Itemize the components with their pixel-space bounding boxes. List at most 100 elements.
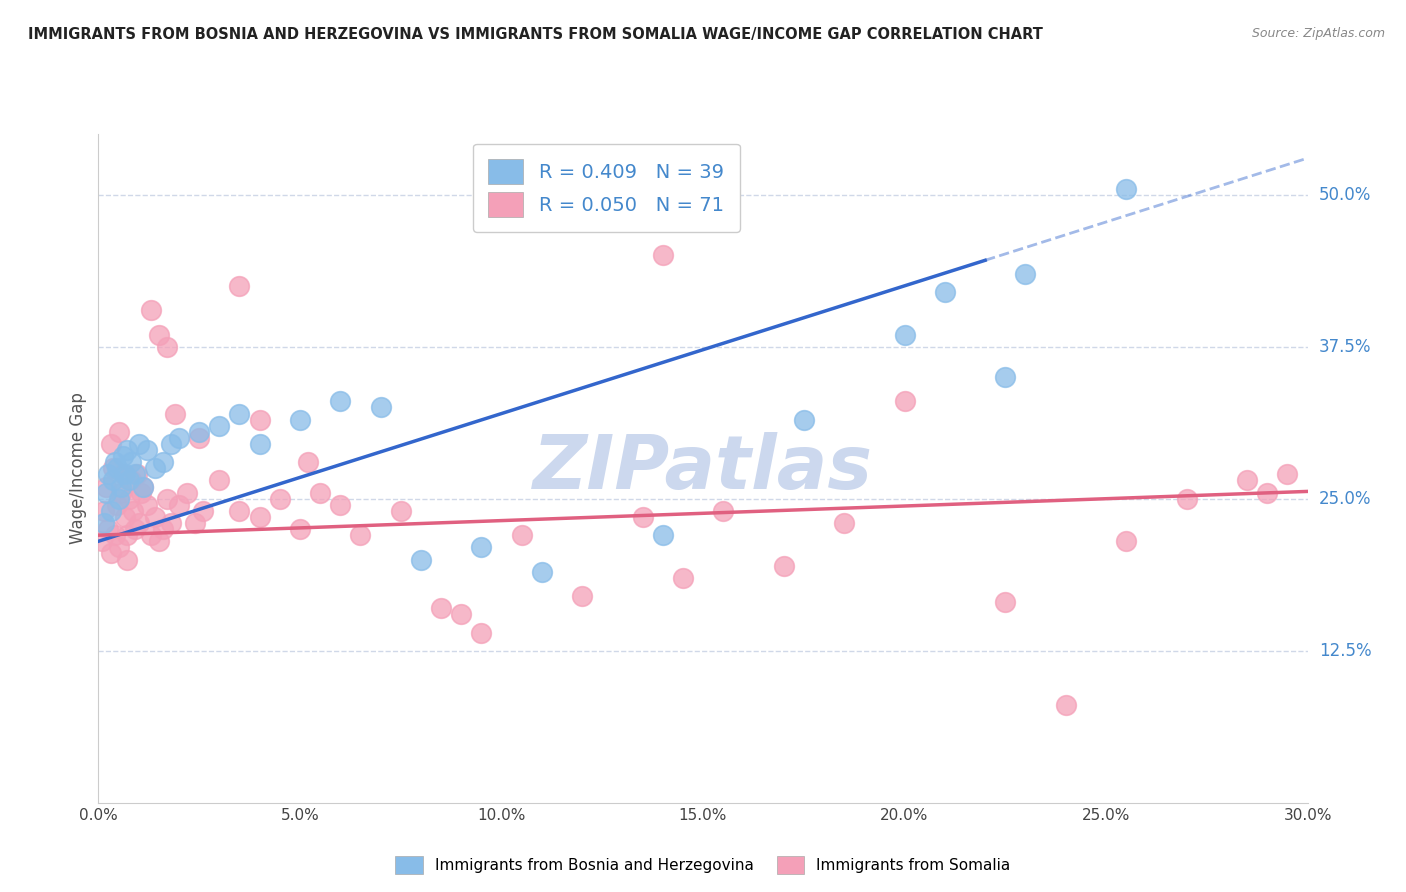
Point [97,467,120,482]
Point [93,516,115,530]
Point [832,516,855,530]
Point [143,510,166,524]
Point [97,522,120,536]
Point [309,485,332,500]
Text: ZIPatlas: ZIPatlas [533,432,873,505]
Point [160,437,183,451]
Point [389,504,412,518]
Point [110,479,132,493]
Point [132,479,155,493]
Text: Source: ZipAtlas.com: Source: ZipAtlas.com [1251,27,1385,40]
Point [349,528,371,542]
Point [118,491,141,506]
Point [101,474,124,488]
Point [651,248,673,262]
Point [994,370,1017,384]
Point [115,443,138,458]
Point [370,401,392,415]
Point [139,528,162,542]
Point [297,455,319,469]
Point [115,528,138,542]
Point [100,546,122,560]
Point [450,607,472,622]
Point [110,485,132,500]
Point [156,340,179,354]
Point [793,412,815,426]
Point [1175,491,1198,506]
Point [470,625,492,640]
Text: 37.5%: 37.5% [1319,338,1371,356]
Point [1236,474,1258,488]
Point [107,541,129,555]
Point [124,467,146,482]
Point [107,425,129,439]
Point [208,474,231,488]
Point [128,516,150,530]
Point [893,327,915,342]
Legend: R = 0.409   N = 39, R = 0.050   N = 71: R = 0.409 N = 39, R = 0.050 N = 71 [472,144,740,233]
Point [152,455,174,469]
Point [208,418,231,433]
Point [124,522,146,536]
Point [772,558,794,573]
Point [167,498,190,512]
Point [148,534,170,549]
Text: 25.0%: 25.0% [1319,490,1371,508]
Point [994,595,1017,609]
Point [120,474,142,488]
Point [118,474,141,488]
Point [510,528,533,542]
Point [121,504,143,518]
Y-axis label: Wage/Income Gap: Wage/Income Gap [69,392,87,544]
Point [329,394,352,409]
Point [101,461,124,475]
Point [103,455,125,469]
Point [103,528,125,542]
Point [160,516,183,530]
Point [1256,485,1278,500]
Point [148,327,170,342]
Point [91,534,114,549]
Point [139,303,162,318]
Point [152,522,174,536]
Point [288,412,311,426]
Point [228,504,250,518]
Point [1014,267,1036,281]
Point [430,601,453,615]
Point [143,461,166,475]
Point [163,407,186,421]
Point [125,467,148,482]
Point [105,461,128,475]
Point [571,589,593,603]
Point [711,504,734,518]
Point [249,437,271,451]
Point [530,565,553,579]
Point [96,485,118,500]
Point [228,407,250,421]
Point [672,571,695,585]
Point [934,285,956,299]
Text: IMMIGRANTS FROM BOSNIA AND HERZEGOVINA VS IMMIGRANTS FROM SOMALIA WAGE/INCOME GA: IMMIGRANTS FROM BOSNIA AND HERZEGOVINA V… [28,27,1043,42]
Text: 12.5%: 12.5% [1319,641,1371,660]
Point [269,491,291,506]
Point [107,491,129,506]
Point [93,504,115,518]
Point [188,431,211,445]
Point [188,425,211,439]
Point [115,552,138,566]
Point [329,498,352,512]
Point [132,479,155,493]
Point [651,528,673,542]
Point [249,412,271,426]
Point [1115,534,1137,549]
Text: 50.0%: 50.0% [1319,186,1371,203]
Point [176,485,198,500]
Point [135,498,157,512]
Point [135,443,157,458]
Point [409,552,432,566]
Point [228,278,250,293]
Point [114,467,136,482]
Point [156,491,179,506]
Point [105,498,128,512]
Point [893,394,915,409]
